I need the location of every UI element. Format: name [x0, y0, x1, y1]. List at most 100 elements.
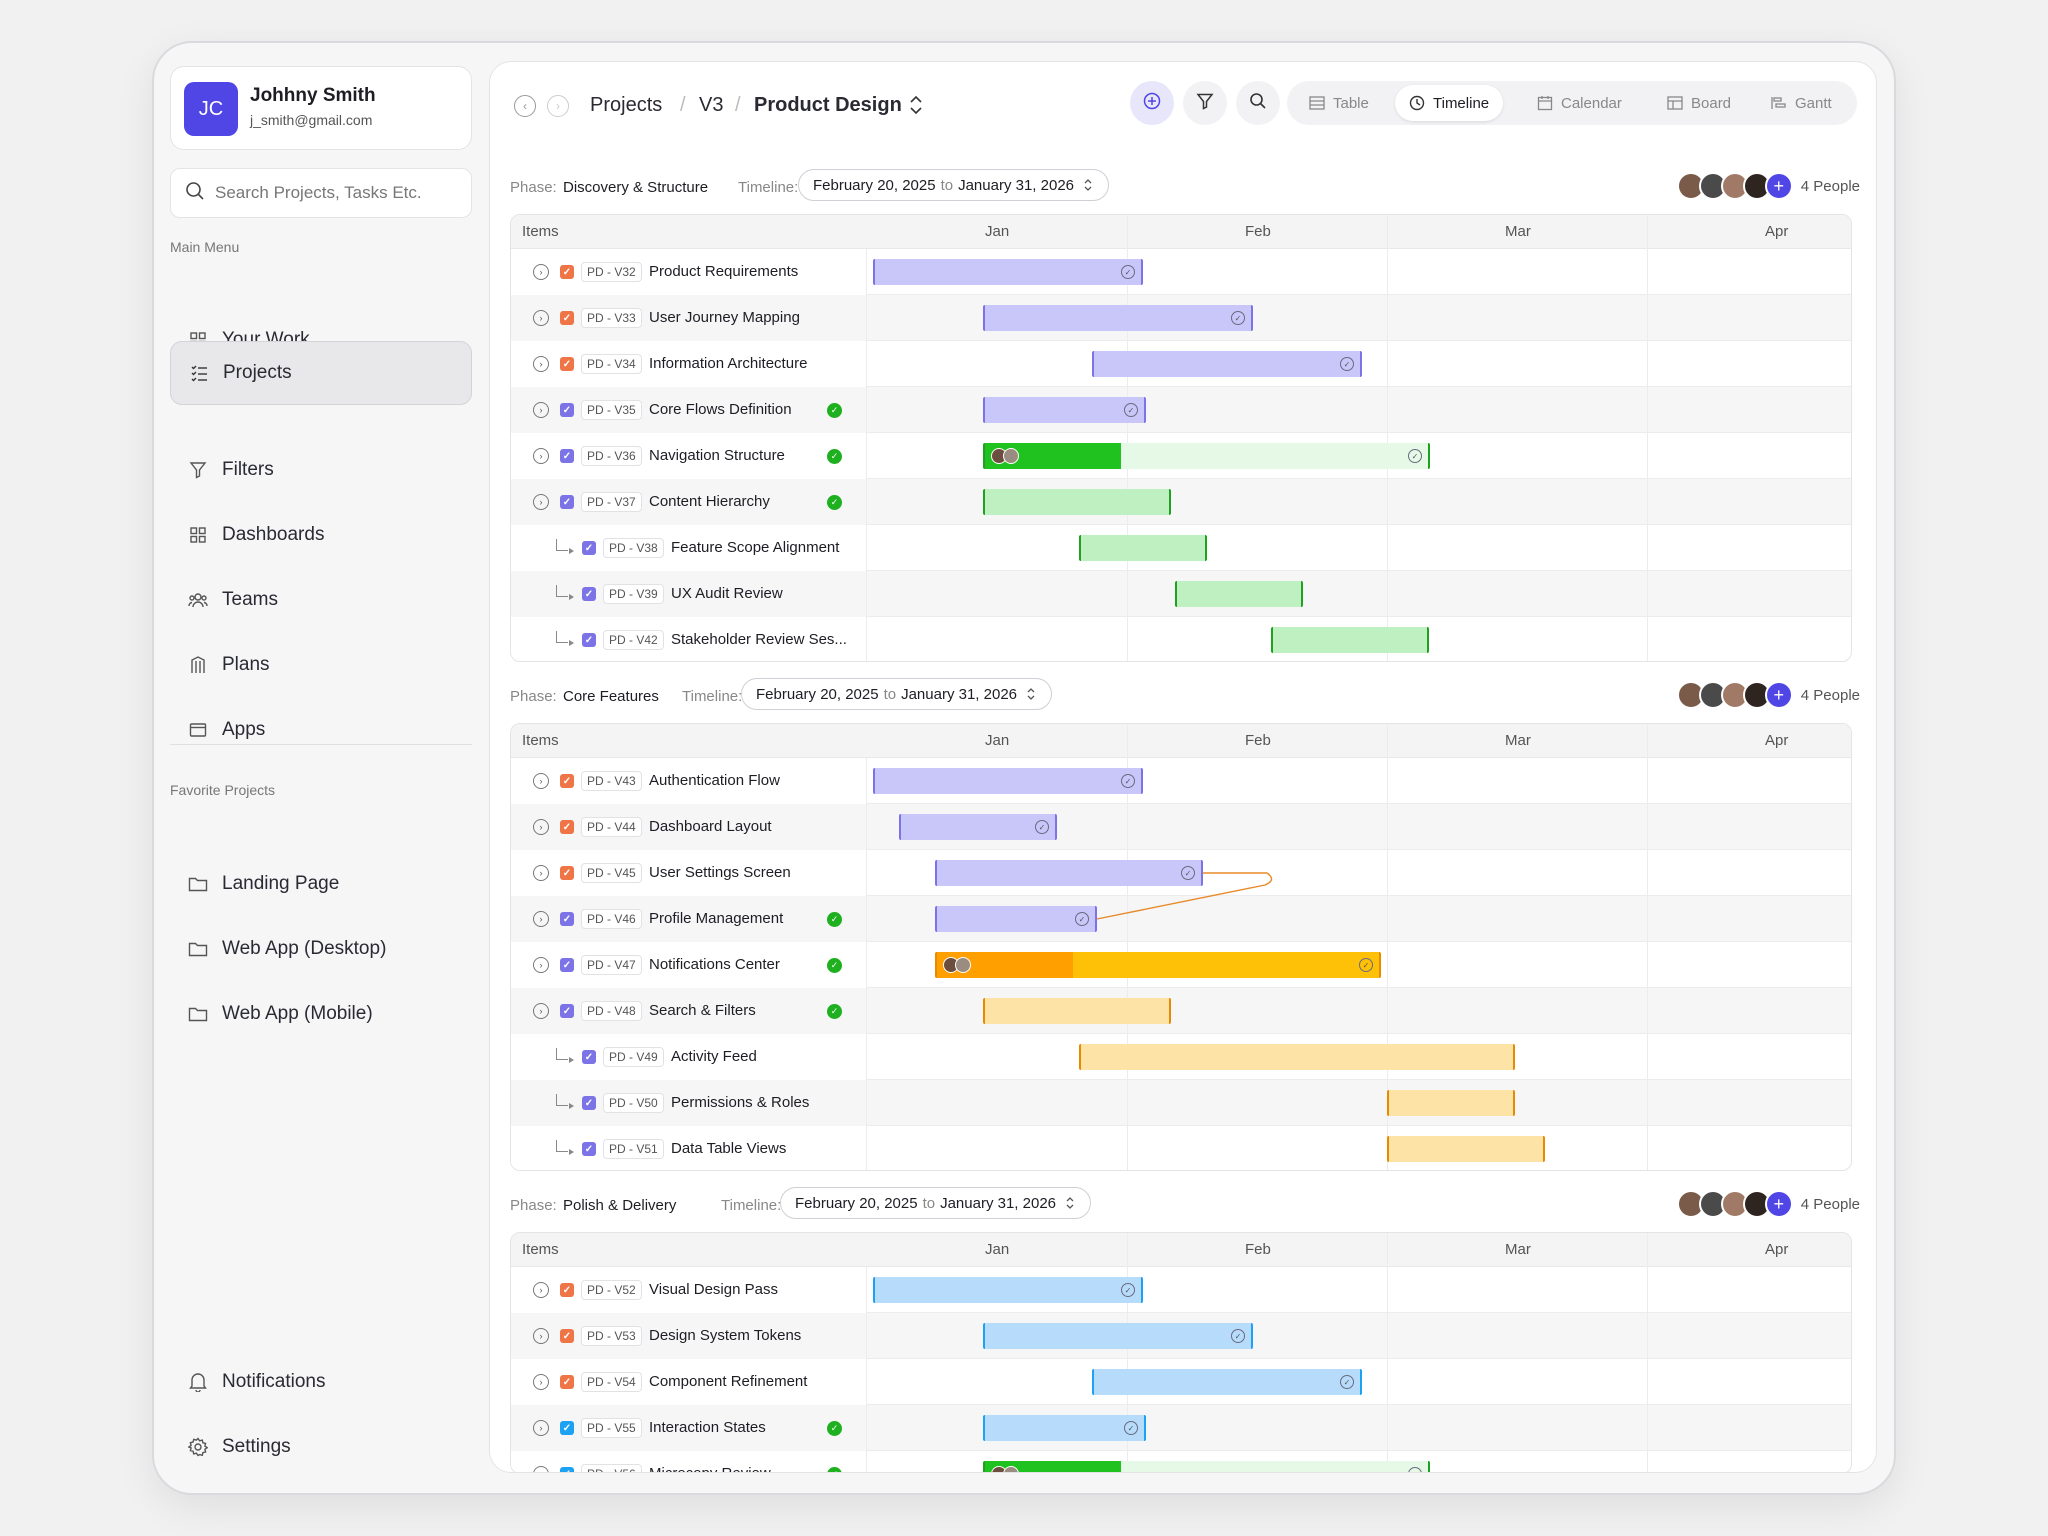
add-button[interactable]: [1130, 81, 1174, 125]
row-checkbox[interactable]: ✓: [582, 541, 596, 555]
expand-icon[interactable]: ›: [533, 1282, 549, 1298]
tab-gantt[interactable]: Gantt: [1757, 85, 1846, 121]
search-input[interactable]: [215, 183, 445, 203]
notifications-item[interactable]: Notifications: [170, 1351, 472, 1413]
back-button[interactable]: ‹: [514, 95, 536, 117]
timeline-bar[interactable]: ✓: [873, 259, 1143, 285]
timeline-bar[interactable]: [1079, 1044, 1515, 1070]
timeline-bar[interactable]: ✓: [983, 1415, 1146, 1441]
table-row[interactable]: › ✓ PD - V47 Notifications Center ✓: [511, 942, 1851, 988]
favorite-web-app-mobile[interactable]: Web App (Mobile): [170, 983, 472, 1045]
expand-icon[interactable]: ›: [533, 402, 549, 418]
people-group[interactable]: + 4 People: [1676, 1189, 1860, 1219]
expand-icon[interactable]: ›: [533, 819, 549, 835]
tab-timeline[interactable]: Timeline: [1395, 85, 1504, 121]
expand-icon[interactable]: ›: [533, 494, 549, 510]
timeline-bar[interactable]: [1271, 627, 1429, 653]
timeline-bar[interactable]: [1175, 581, 1303, 607]
timeline-bar[interactable]: ✓: [935, 860, 1203, 886]
timeline-bar[interactable]: ✓: [935, 952, 1381, 978]
table-row[interactable]: › ✓ PD - V52 Visual Design Pass: [511, 1267, 1851, 1313]
row-checkbox[interactable]: ✓: [560, 1283, 574, 1297]
row-checkbox[interactable]: ✓: [560, 958, 574, 972]
user-card[interactable]: JC Johhny Smith j_smith@gmail.com: [170, 66, 472, 150]
people-group[interactable]: + 4 People: [1676, 171, 1860, 201]
row-checkbox[interactable]: ✓: [560, 1004, 574, 1018]
sort-switch-icon[interactable]: [908, 93, 924, 122]
row-checkbox[interactable]: ✓: [560, 495, 574, 509]
row-checkbox[interactable]: ✓: [560, 265, 574, 279]
timeline-bar[interactable]: ✓: [983, 1461, 1430, 1472]
row-checkbox[interactable]: ✓: [582, 1050, 596, 1064]
table-row[interactable]: › ✓ PD - V46 Profile Management ✓: [511, 896, 1851, 942]
row-checkbox[interactable]: ✓: [560, 357, 574, 371]
table-row[interactable]: ✓ PD - V38 Feature Scope Alignment: [511, 525, 1851, 571]
table-row[interactable]: › ✓ PD - V43 Authentication Flow: [511, 758, 1851, 804]
row-checkbox[interactable]: ✓: [560, 1329, 574, 1343]
filter-button[interactable]: [1183, 81, 1227, 125]
expand-icon[interactable]: ›: [533, 448, 549, 464]
forward-button[interactable]: ›: [547, 95, 569, 117]
table-row[interactable]: › ✓ PD - V36 Navigation Structure ✓: [511, 433, 1851, 479]
expand-icon[interactable]: ›: [533, 911, 549, 927]
add-person-icon[interactable]: +: [1764, 1190, 1793, 1218]
breadcrumb-version[interactable]: V3: [699, 94, 724, 116]
row-checkbox[interactable]: ✓: [560, 403, 574, 417]
table-row[interactable]: ✓ PD - V49 Activity Feed: [511, 1034, 1851, 1080]
row-checkbox[interactable]: ✓: [560, 1421, 574, 1435]
menu-item-plans[interactable]: Plans: [170, 634, 472, 696]
timeline-bar[interactable]: ✓: [983, 397, 1146, 423]
expand-icon[interactable]: ›: [533, 1420, 549, 1436]
row-checkbox[interactable]: ✓: [560, 820, 574, 834]
favorite-web-app-desktop[interactable]: Web App (Desktop): [170, 918, 472, 980]
expand-icon[interactable]: ›: [533, 1466, 549, 1472]
table-row[interactable]: › ✓ PD - V44 Dashboard Layout: [511, 804, 1851, 850]
timeline-bar[interactable]: ✓: [983, 305, 1253, 331]
table-row[interactable]: ✓ PD - V42 Stakeholder Review Ses...: [511, 617, 1851, 661]
table-row[interactable]: › ✓ PD - V37 Content Hierarchy ✓: [511, 479, 1851, 525]
settings-item[interactable]: Settings: [170, 1416, 472, 1478]
table-row[interactable]: › ✓ PD - V56 Microcopy Review ✓: [511, 1451, 1851, 1472]
menu-item-teams[interactable]: Teams: [170, 569, 472, 631]
row-checkbox[interactable]: ✓: [560, 311, 574, 325]
timeline-bar[interactable]: [1079, 535, 1207, 561]
breadcrumb-projects[interactable]: Projects: [590, 94, 663, 116]
timeline-bar[interactable]: ✓: [935, 906, 1097, 932]
add-person-icon[interactable]: +: [1764, 681, 1793, 709]
expand-icon[interactable]: ›: [533, 1003, 549, 1019]
expand-icon[interactable]: ›: [533, 264, 549, 280]
people-group[interactable]: + 4 People: [1676, 680, 1860, 710]
table-row[interactable]: › ✓ PD - V54 Component Refinement: [511, 1359, 1851, 1405]
favorite-landing-page[interactable]: Landing Page: [170, 853, 472, 915]
timeline-range-picker[interactable]: February 20, 2025 to January 31, 2026: [741, 678, 1053, 710]
timeline-bar[interactable]: ✓: [873, 768, 1143, 794]
table-row[interactable]: › ✓ PD - V34 Information Architecture: [511, 341, 1851, 387]
table-row[interactable]: › ✓ PD - V48 Search & Filters ✓: [511, 988, 1851, 1034]
tab-board[interactable]: Board: [1653, 85, 1745, 121]
table-row[interactable]: ✓ PD - V50 Permissions & Roles: [511, 1080, 1851, 1126]
row-checkbox[interactable]: ✓: [560, 912, 574, 926]
search-button[interactable]: [1236, 81, 1280, 125]
table-row[interactable]: › ✓ PD - V32 Product Requirements: [511, 249, 1851, 295]
menu-item-filters[interactable]: Filters: [170, 439, 472, 501]
expand-icon[interactable]: ›: [533, 865, 549, 881]
expand-icon[interactable]: ›: [533, 957, 549, 973]
add-person-icon[interactable]: +: [1764, 172, 1793, 200]
tab-table[interactable]: Table: [1295, 85, 1383, 121]
timeline-range-picker[interactable]: February 20, 2025 to January 31, 2026: [798, 169, 1110, 201]
timeline-bar[interactable]: ✓: [1092, 351, 1362, 377]
timeline-bar[interactable]: ✓: [873, 1277, 1143, 1303]
row-checkbox[interactable]: ✓: [560, 449, 574, 463]
row-checkbox[interactable]: ✓: [560, 1375, 574, 1389]
menu-item-projects[interactable]: Projects: [170, 341, 472, 405]
timeline-bar[interactable]: [1387, 1090, 1515, 1116]
expand-icon[interactable]: ›: [533, 356, 549, 372]
timeline-bar[interactable]: ✓: [983, 1323, 1253, 1349]
expand-icon[interactable]: ›: [533, 310, 549, 326]
timeline-bar[interactable]: [983, 998, 1171, 1024]
timeline-bar[interactable]: [1387, 1136, 1545, 1162]
table-row[interactable]: › ✓ PD - V55 Interaction States ✓: [511, 1405, 1851, 1451]
tab-calendar[interactable]: Calendar: [1523, 85, 1636, 121]
row-checkbox[interactable]: ✓: [582, 633, 596, 647]
table-row[interactable]: › ✓ PD - V35 Core Flows Definition ✓: [511, 387, 1851, 433]
